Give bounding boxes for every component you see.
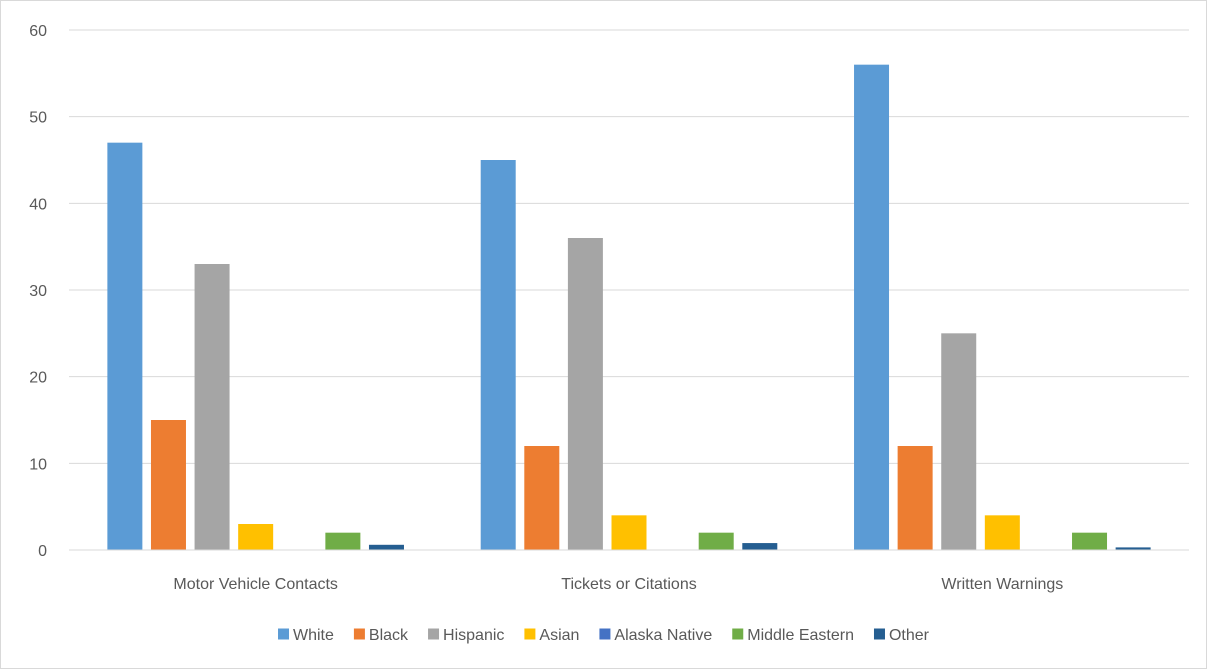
bars xyxy=(107,64,1151,551)
legend-item-asian: Asian xyxy=(524,627,579,644)
y-tick-label: 60 xyxy=(29,23,47,40)
y-tick-label: 30 xyxy=(29,283,47,300)
bar-asian-1 xyxy=(611,515,647,550)
legend-label: Asian xyxy=(539,627,579,644)
legend-swatch xyxy=(599,628,611,640)
legend-item-white: White xyxy=(278,627,334,644)
bar-other-2 xyxy=(1115,547,1151,550)
legend-item-alaska-native: Alaska Native xyxy=(599,627,712,644)
legend-label: Black xyxy=(369,627,409,644)
category-label: Written Warnings xyxy=(941,576,1063,593)
y-tick-label: 40 xyxy=(29,196,47,213)
bar-asian-0 xyxy=(238,524,274,550)
legend-label: Other xyxy=(889,627,930,644)
legend-label: Hispanic xyxy=(443,627,504,644)
legend: White Black Hispanic Asian Alaska Native Midd… xyxy=(278,627,930,644)
legend-swatch xyxy=(353,628,365,640)
legend-swatch xyxy=(428,628,440,640)
bar-black-2 xyxy=(897,446,933,550)
bar-other-0 xyxy=(368,544,404,550)
legend-swatch xyxy=(732,628,744,640)
bar-white-1 xyxy=(480,160,516,550)
bar-hispanic-1 xyxy=(567,238,603,550)
category-label: Motor Vehicle Contacts xyxy=(173,576,338,593)
bar-black-0 xyxy=(150,420,186,550)
legend-item-black: Black xyxy=(353,627,409,644)
legend-label: Alaska Native xyxy=(614,627,712,644)
category-label: Tickets or Citations xyxy=(561,576,696,593)
bar-asian-2 xyxy=(984,515,1020,550)
legend-label: Middle Eastern xyxy=(747,627,854,644)
legend-swatch xyxy=(873,628,885,640)
bar-white-0 xyxy=(107,142,143,551)
bar-middle-eastern-0 xyxy=(325,532,361,550)
legend-swatch xyxy=(278,628,290,640)
legend-item-middle-eastern: Middle Eastern xyxy=(732,627,854,644)
gridlines xyxy=(69,29,1189,464)
bar-other-1 xyxy=(742,543,778,550)
bar-black-1 xyxy=(524,446,560,550)
bar-middle-eastern-1 xyxy=(698,532,734,550)
legend-label: White xyxy=(293,627,334,644)
bar-hispanic-0 xyxy=(194,264,230,550)
category-labels: Motor Vehicle Contacts Tickets or Citatio… xyxy=(173,576,1063,593)
bar-white-2 xyxy=(854,64,890,551)
y-tick-label: 50 xyxy=(29,110,47,127)
bar-middle-eastern-2 xyxy=(1072,532,1108,550)
legend-item-other: Other xyxy=(873,627,930,644)
y-tick-label: 10 xyxy=(29,456,47,473)
y-tick-label: 20 xyxy=(29,370,47,387)
y-tick-label: 0 xyxy=(38,543,47,560)
legend-swatch xyxy=(524,628,536,640)
legend-item-hispanic: Hispanic xyxy=(428,627,504,644)
y-axis-ticks: 0 10 20 30 40 50 60 xyxy=(29,23,47,560)
bar-hispanic-2 xyxy=(941,333,977,550)
